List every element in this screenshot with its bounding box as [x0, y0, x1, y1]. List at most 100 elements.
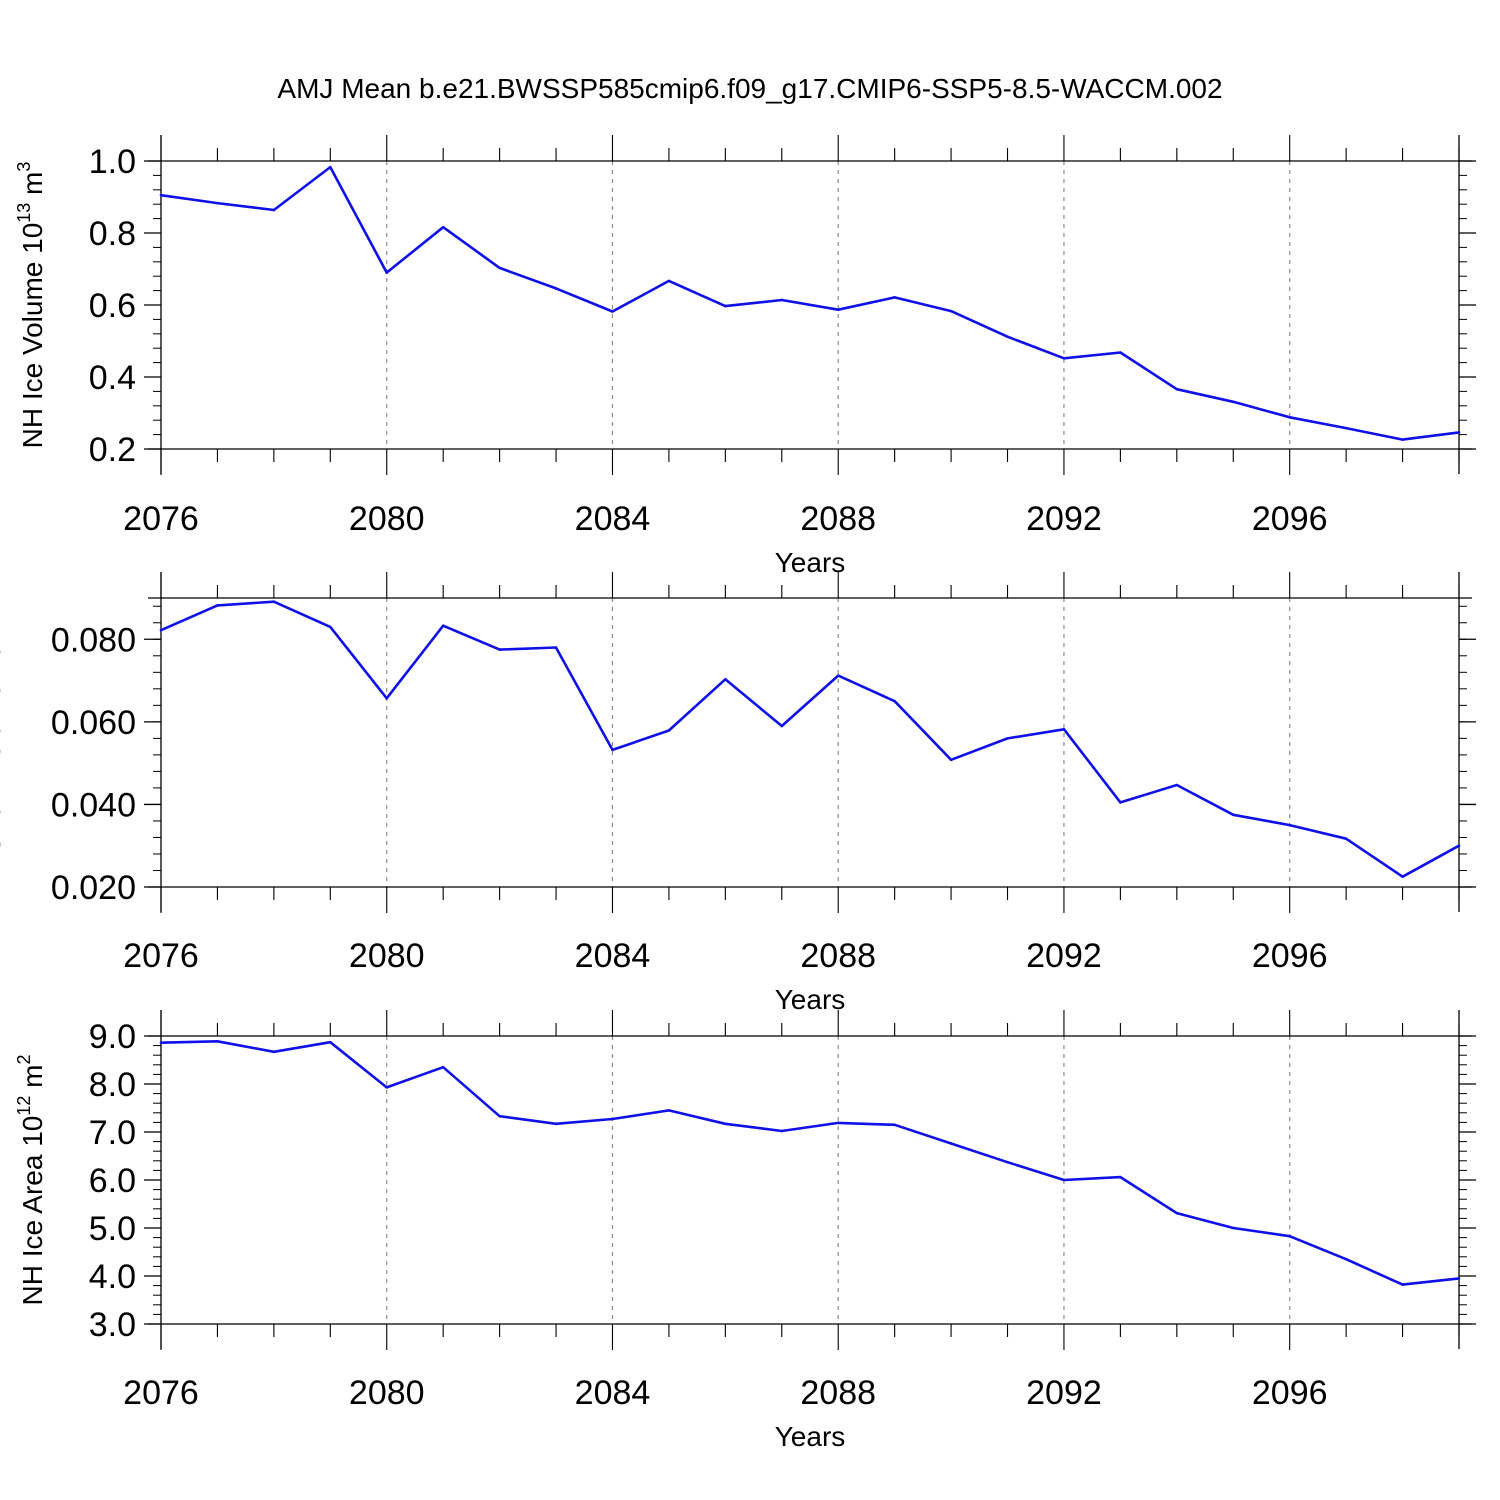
ice-volume-y-tick-label: 0.6	[89, 287, 136, 325]
snow-volume-data-point	[1175, 783, 1179, 787]
snow-volume-data-point	[836, 674, 840, 677]
snow-volume-data-point	[724, 678, 727, 681]
ice-volume-data-point	[441, 225, 445, 229]
ice-area-y-tick-label: 9.0	[89, 1018, 136, 1056]
ice-volume-x-tick-label: 2076	[123, 500, 199, 538]
ice-area-x-tick-label: 2084	[575, 1374, 651, 1412]
snow-volume-data-point	[1119, 801, 1122, 804]
ice-area-y-tick-label: 8.0	[89, 1066, 136, 1104]
snow-volume-data-point	[1006, 737, 1009, 740]
ice-area-data-point	[1288, 1234, 1291, 1238]
ice-area-y-tick-label: 5.0	[89, 1210, 136, 1248]
ice-volume-data-point	[836, 308, 840, 311]
ice-area-x-tick-label: 2080	[349, 1374, 425, 1412]
snow-volume-data-point	[1344, 837, 1348, 840]
ice-volume-data-point	[611, 310, 614, 313]
ice-area-data-point	[1006, 1160, 1009, 1164]
ice-volume-data-point	[1457, 431, 1461, 434]
ice-area-y-axis-title: NH Ice Area 1012 m2	[14, 1054, 48, 1305]
ice-area-x-axis-title: Years	[775, 1421, 846, 1452]
ice-area-y-tick-label: 4.0	[89, 1258, 136, 1296]
ice-volume-data-point	[385, 271, 389, 274]
snow-volume-data-point	[216, 604, 219, 607]
ice-area-data-point	[611, 1117, 614, 1121]
ice-area-data-point	[498, 1114, 501, 1118]
snow-volume-data-point	[159, 628, 163, 632]
ice-area-data-point	[1401, 1283, 1404, 1286]
ice-area-x-tick-label: 2092	[1026, 1374, 1102, 1412]
snow-volume-x-tick-label: 2092	[1026, 937, 1102, 975]
ice-volume-data-point	[159, 193, 163, 197]
ice-volume-data-point	[1231, 400, 1235, 404]
ice-area-data-point	[441, 1065, 445, 1069]
snow-volume-data-point	[949, 758, 953, 762]
snow-volume-data-point	[498, 648, 501, 651]
ice-area-y-tick-label: 3.0	[89, 1306, 136, 1344]
ice-area-data-point	[1175, 1211, 1179, 1215]
ice-volume-data-point	[1175, 387, 1179, 391]
ice-area-data-point	[667, 1109, 671, 1112]
ice-area-data-point	[385, 1086, 389, 1089]
ice-volume-y-tick-label: 0.2	[89, 431, 136, 469]
snow-volume-y-axis-title: NH Snow Volume 1013 m3	[0, 583, 6, 903]
ice-area-y-axis-title-unit-exp: 2	[14, 1054, 34, 1064]
snow-volume-series-line	[160, 600, 1460, 879]
ice-area-data-point	[724, 1122, 727, 1126]
snow-volume-x-tick-label: 2084	[575, 937, 651, 975]
snow-volume-data-point	[667, 729, 671, 732]
ice-area-data-point	[1344, 1257, 1348, 1261]
snow-volume-y-axis-title-unit: m	[0, 593, 6, 624]
ice-volume-x-tick-label: 2084	[575, 500, 651, 538]
ice-volume-y-axis-title-text: NH Ice Volume 10	[17, 223, 48, 449]
ice-volume-data-point	[893, 296, 896, 299]
ice-area-data-point	[949, 1142, 953, 1145]
ice-area-y-axis-title-exp: 12	[14, 1096, 34, 1116]
ice-area-data-point	[329, 1040, 332, 1044]
ice-volume-data-point	[1006, 335, 1009, 338]
ice-volume-data-point	[780, 298, 784, 302]
ice-volume-data-point	[724, 304, 727, 308]
snow-volume-y-tick-label: 0.060	[51, 704, 136, 742]
ice-volume-y-tick-label: 0.8	[89, 215, 136, 253]
ice-volume-data-point	[498, 266, 501, 270]
ice-area-x-tick-label: 2088	[800, 1374, 876, 1412]
snow-volume-x-tick-label: 2096	[1252, 937, 1328, 975]
snow-volume-data-point	[1288, 823, 1291, 827]
snow-volume-y-tick-label: 0.080	[51, 621, 136, 659]
chart-title: AMJ Mean b.e21.BWSSP585cmip6.f09_g17.CMI…	[277, 73, 1222, 104]
snow-volume-data-point	[329, 625, 332, 629]
ice-volume-data-point	[949, 309, 953, 313]
ice-volume-data-point	[1401, 438, 1404, 441]
ice-volume-data-point	[1119, 351, 1122, 354]
ice-area-y-tick-label: 6.0	[89, 1162, 136, 1200]
snow-volume-y-axis-title-text: NH Snow Volume 10	[0, 644, 6, 902]
snow-volume-x-tick-label: 2076	[123, 937, 199, 975]
ice-volume-panel: 0.2 0.4 0.6 0.8 1.0 2076 2080 2084 2088 2092 2096 Y…	[14, 135, 1476, 578]
snow-volume-data-point	[554, 646, 558, 649]
ice-area-data-point	[1062, 1178, 1066, 1182]
snow-volume-data-point	[611, 748, 614, 752]
ice-volume-series-line	[160, 165, 1460, 441]
snow-volume-x-tick-label: 2088	[800, 937, 876, 975]
snow-volume-x-axis-title: Years	[775, 984, 846, 1015]
ice-area-y-tick-label: 7.0	[89, 1114, 136, 1152]
ice-area-series-line	[160, 1040, 1460, 1286]
ice-volume-x-tick-label: 2088	[800, 500, 876, 538]
ice-volume-data-point	[272, 208, 276, 212]
snow-volume-data-point	[1062, 727, 1066, 731]
ice-area-data-point	[1457, 1277, 1461, 1280]
snow-volume-data-point	[893, 699, 896, 703]
ice-volume-data-point	[1344, 426, 1348, 430]
ice-area-data-point	[216, 1039, 219, 1043]
ice-area-data-point	[1231, 1226, 1235, 1230]
snow-volume-data-point	[385, 697, 389, 700]
ice-area-y-axis-title-unit: m	[17, 1065, 48, 1096]
ice-volume-data-point	[1288, 416, 1291, 419]
ice-volume-data-point	[554, 287, 558, 290]
ice-volume-y-axis-title-unit: m	[17, 172, 48, 203]
snow-volume-data-point	[780, 724, 784, 728]
ice-volume-data-point	[216, 201, 219, 205]
snow-volume-data-point	[1401, 875, 1404, 878]
ice-area-y-axis-title-text: NH Ice Area 10	[17, 1116, 48, 1306]
chart-panels: 0.2 0.4 0.6 0.8 1.0 2076 2080 2084 2088 2092 2096 Y…	[0, 135, 1476, 1452]
